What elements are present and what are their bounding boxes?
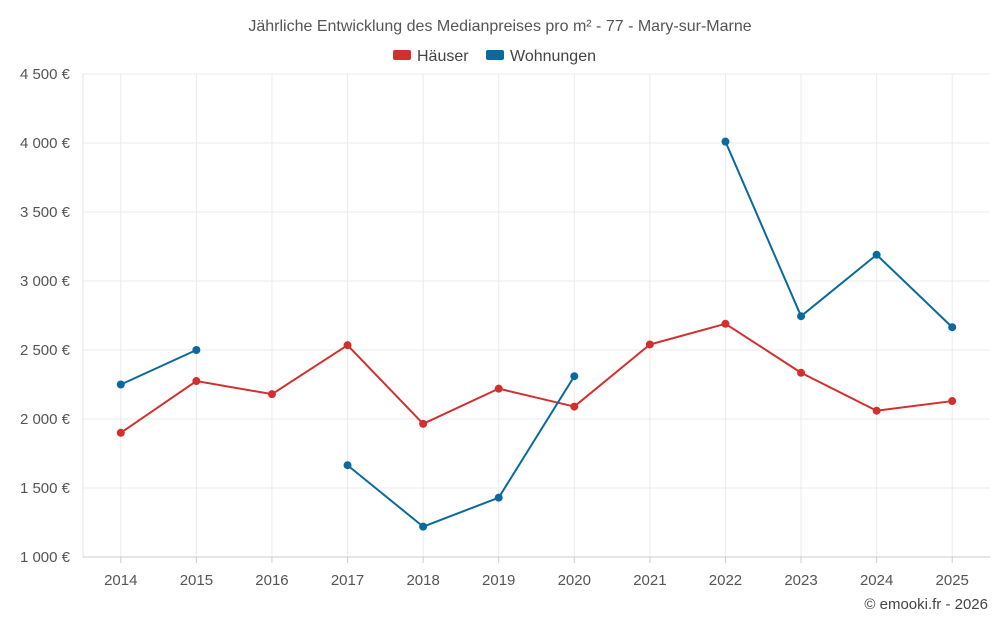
y-tick-label: 2 000 € [20,411,71,428]
data-point-wohnungen-2025[interactable] [948,323,957,332]
y-tick-label: 1 000 € [20,549,71,566]
data-point-haeuser-2024[interactable] [872,406,881,415]
series-line-wohnungen [724,140,954,329]
data-point-haeuser-2017[interactable] [343,341,352,350]
series-layer [116,137,957,531]
x-tick-label: 2024 [860,572,893,589]
legend-swatch-wohnungen [486,50,504,60]
y-tick-label: 4 500 € [20,66,71,83]
legend-item-haeuser[interactable]: Häuser [393,48,469,65]
data-point-wohnungen-2022[interactable] [721,137,730,146]
legend-label-haeuser: Häuser [417,48,469,65]
x-tick-label: 2014 [104,572,137,589]
data-point-haeuser-2023[interactable] [797,368,806,377]
data-point-haeuser-2014[interactable] [116,428,125,437]
x-tick-label: 2015 [180,572,213,589]
data-point-wohnungen-2014[interactable] [116,380,125,389]
series-haeuser [116,319,957,437]
data-point-wohnungen-2015[interactable] [192,346,201,354]
data-point-haeuser-2020[interactable] [570,402,579,411]
legend-item-wohnungen[interactable]: Wohnungen [486,48,596,65]
data-point-haeuser-2019[interactable] [494,384,503,393]
y-tick-label: 4 000 € [20,135,71,152]
x-tick-label: 2021 [633,572,666,589]
series-wohnungen [116,137,957,531]
data-point-wohnungen-2024[interactable] [872,250,881,259]
legend-swatch-haeuser [393,50,411,60]
x-tick-label: 2022 [709,572,742,589]
x-tick-label: 2025 [936,572,969,589]
data-point-wohnungen-2019[interactable] [494,493,503,502]
y-tick-label: 1 500 € [20,480,71,497]
y-tick-label: 3 000 € [20,273,71,290]
data-point-haeuser-2022[interactable] [721,319,730,328]
legend: Häuser Wohnungen [393,48,596,65]
axes: 1 000 € 1 500 € 2 000 € 2 500 € 3 000 € 3 500… [20,66,990,589]
x-tick-label: 2016 [255,572,288,589]
data-point-wohnungen-2018[interactable] [419,522,428,531]
y-tick-label: 3 500 € [20,204,71,221]
x-tick-label: 2017 [331,572,364,589]
y-tick-label: 2 500 € [20,342,71,359]
series-line-wohnungen [346,375,576,528]
legend-label-wohnungen: Wohnungen [510,48,596,65]
data-point-haeuser-2021[interactable] [645,340,654,349]
data-point-wohnungen-2020[interactable] [570,372,579,381]
data-point-haeuser-2016[interactable] [267,390,276,399]
data-point-wohnungen-2023[interactable] [797,312,806,321]
data-point-wohnungen-2017[interactable] [343,461,352,470]
x-tick-label: 2020 [558,572,591,589]
x-tick-label: 2023 [784,572,817,589]
x-tick-label: 2018 [406,572,439,589]
x-tick-label: 2019 [482,572,515,589]
data-point-haeuser-2015[interactable] [192,377,201,386]
series-line-haeuser [119,322,954,434]
grid [83,73,990,558]
chart-title: Jährliche Entwicklung des Medianpreises … [248,18,751,35]
data-point-haeuser-2025[interactable] [948,397,957,406]
data-point-haeuser-2018[interactable] [419,419,428,428]
credit-text: © emooki.fr - 2026 [864,596,988,613]
series-line-wohnungen [119,349,198,386]
